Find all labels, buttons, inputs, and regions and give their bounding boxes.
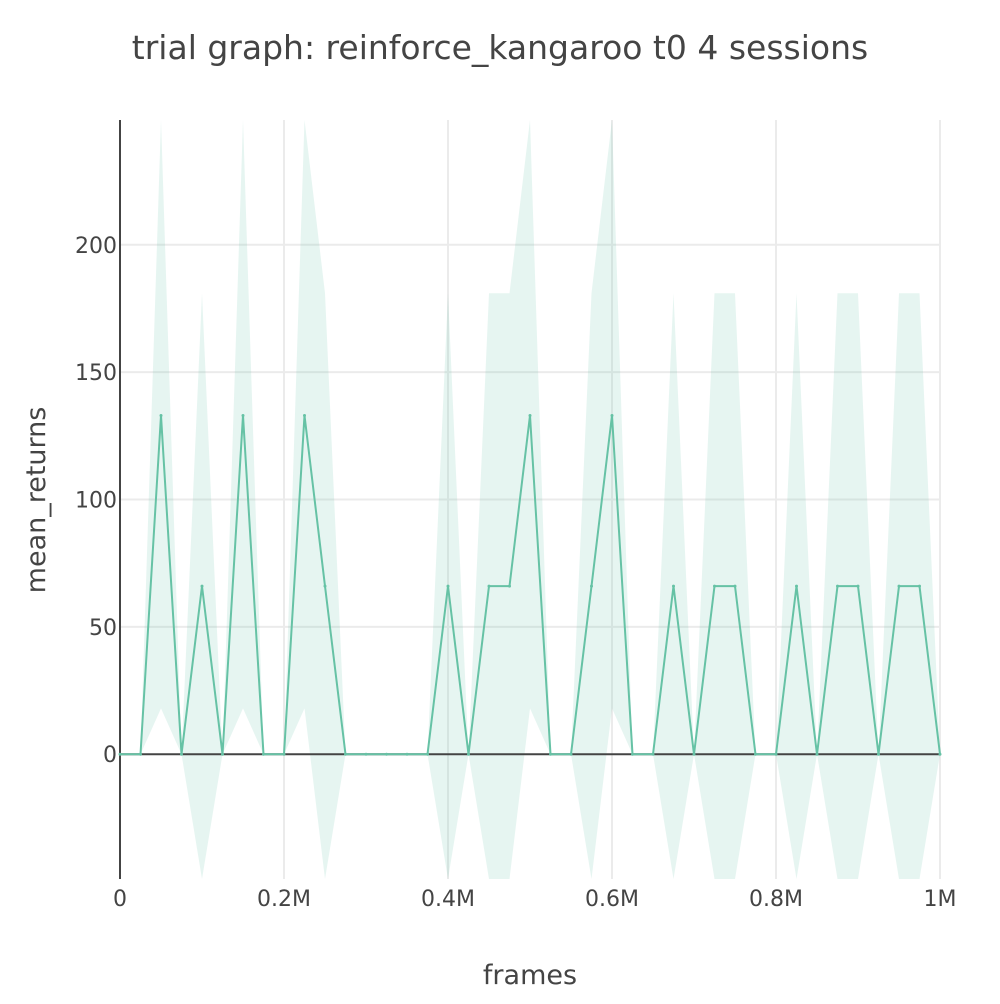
data-point [610,413,614,417]
data-point [364,752,368,756]
y-tick-label: 150 [75,361,117,386]
x-tick-label: 0 [113,887,127,912]
data-point [159,413,163,417]
data-point [692,752,696,756]
data-point [856,584,860,588]
data-point [733,584,737,588]
y-tick-label: 100 [75,489,117,514]
data-point [651,752,655,756]
data-point [446,584,450,588]
data-point [918,584,921,588]
data-point [323,584,327,588]
data-point [426,752,429,756]
data-point [897,584,901,588]
y-tick-label: 200 [75,234,117,259]
data-point [815,752,819,756]
data-point [385,752,388,756]
data-point [836,584,839,588]
confidence-band [120,120,940,879]
x-tick-labels: 0 0.2M 0.4M 0.6M 0.8M 1M [113,887,956,912]
x-axis-title: frames [483,960,577,991]
y-tick-labels: 0 50 100 150 200 [75,234,117,768]
x-tick-label: 0.2M [257,887,311,912]
data-point [754,752,757,756]
data-point [282,752,286,756]
x-tick-label: 0.4M [421,887,475,912]
data-point [631,752,634,756]
data-point [221,752,224,756]
data-point [467,752,470,756]
data-point [241,413,245,417]
data-point [938,752,942,756]
data-point [774,752,778,756]
data-point [139,752,142,756]
x-tick-label: 0.6M [585,887,639,912]
data-point [200,584,204,588]
data-point [795,584,798,588]
data-point [713,584,716,588]
data-point [180,752,183,756]
data-point [303,413,306,417]
data-point [487,584,491,588]
data-point [118,752,122,756]
x-tick-label: 1M [924,887,957,912]
chart-title: trial graph: reinforce_kangaroo t0 4 ses… [132,28,868,67]
data-point [549,752,552,756]
data-point [569,752,573,756]
y-tick-label: 0 [103,743,117,768]
x-tick-label: 0.8M [749,887,803,912]
data-point [528,413,532,417]
data-point [344,752,347,756]
data-point [405,752,409,756]
data-point [262,752,265,756]
data-point [590,584,593,588]
y-axis-title: mean_returns [21,407,52,594]
data-points [118,413,942,756]
data-point [672,584,675,588]
data-point [877,752,880,756]
data-point [508,584,511,588]
y-tick-label: 50 [89,616,117,641]
